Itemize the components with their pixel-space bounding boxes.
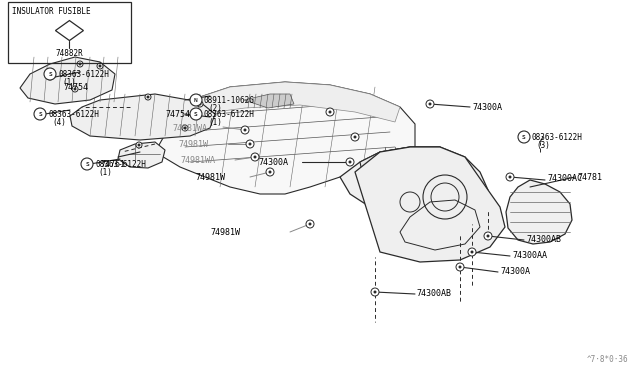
Text: (3): (3) xyxy=(536,141,550,150)
Text: N: N xyxy=(194,97,198,103)
Polygon shape xyxy=(506,180,572,244)
Circle shape xyxy=(509,176,511,179)
Circle shape xyxy=(241,126,249,134)
Circle shape xyxy=(349,160,351,164)
Text: 08363-6122H: 08363-6122H xyxy=(532,132,583,141)
Circle shape xyxy=(74,87,77,90)
Circle shape xyxy=(308,222,312,225)
Text: S: S xyxy=(194,112,198,116)
Circle shape xyxy=(326,108,334,116)
Polygon shape xyxy=(200,82,400,122)
Text: S: S xyxy=(85,161,89,167)
Circle shape xyxy=(429,103,431,106)
Text: 74754: 74754 xyxy=(63,83,88,92)
Text: 74981W: 74981W xyxy=(210,228,240,237)
Text: 08363-6122H: 08363-6122H xyxy=(204,109,255,119)
Text: 08363-6122H: 08363-6122H xyxy=(58,70,109,78)
Circle shape xyxy=(458,266,461,269)
Circle shape xyxy=(266,168,274,176)
Circle shape xyxy=(49,76,51,78)
Circle shape xyxy=(138,144,141,147)
Text: 74981WA: 74981WA xyxy=(172,124,207,132)
Polygon shape xyxy=(244,94,294,108)
Circle shape xyxy=(468,248,476,256)
Polygon shape xyxy=(155,82,415,194)
Circle shape xyxy=(506,173,514,181)
Text: 74882R: 74882R xyxy=(56,49,83,58)
Circle shape xyxy=(81,158,93,170)
Circle shape xyxy=(197,101,203,107)
Polygon shape xyxy=(20,57,115,104)
Circle shape xyxy=(72,86,78,92)
Text: (1): (1) xyxy=(208,118,222,126)
Polygon shape xyxy=(355,147,505,262)
Text: ^7·8*0·36: ^7·8*0·36 xyxy=(586,355,628,364)
Text: 74981WA: 74981WA xyxy=(180,155,215,164)
Text: 74300AB: 74300AB xyxy=(416,289,451,298)
Circle shape xyxy=(136,142,142,148)
Text: 74300AA: 74300AA xyxy=(512,251,547,260)
Text: S: S xyxy=(48,71,52,77)
Text: 74761: 74761 xyxy=(100,160,125,169)
Text: INSULATOR FUSIBLE: INSULATOR FUSIBLE xyxy=(12,7,90,16)
Circle shape xyxy=(182,125,188,131)
Circle shape xyxy=(47,74,53,80)
Circle shape xyxy=(243,128,246,131)
Circle shape xyxy=(147,96,150,99)
Circle shape xyxy=(184,126,186,129)
Circle shape xyxy=(269,170,271,173)
Circle shape xyxy=(190,108,202,120)
Text: 08911-1062G: 08911-1062G xyxy=(204,96,255,105)
Circle shape xyxy=(34,108,46,120)
Circle shape xyxy=(518,131,530,143)
Circle shape xyxy=(145,94,151,100)
Text: 74981W: 74981W xyxy=(178,140,208,148)
Bar xyxy=(8,2,131,63)
Text: 74781: 74781 xyxy=(577,173,602,182)
Text: (1): (1) xyxy=(62,77,76,87)
Circle shape xyxy=(328,110,332,113)
Text: 74300AB: 74300AB xyxy=(526,234,561,244)
Text: 74300AC: 74300AC xyxy=(547,173,582,183)
Circle shape xyxy=(371,288,379,296)
Circle shape xyxy=(306,220,314,228)
Circle shape xyxy=(77,61,83,67)
Polygon shape xyxy=(118,142,165,168)
Text: S: S xyxy=(38,112,42,116)
Text: (4): (4) xyxy=(52,118,66,126)
Text: S: S xyxy=(522,135,526,140)
Circle shape xyxy=(353,135,356,138)
Circle shape xyxy=(351,133,359,141)
Text: 74300A: 74300A xyxy=(472,103,502,112)
Text: 74981W: 74981W xyxy=(195,173,225,182)
Text: 74754+A: 74754+A xyxy=(165,109,200,119)
Circle shape xyxy=(486,234,490,237)
Text: 74300A: 74300A xyxy=(500,267,530,276)
Circle shape xyxy=(99,64,102,67)
Polygon shape xyxy=(70,94,215,140)
Circle shape xyxy=(426,100,434,108)
Text: 74300A: 74300A xyxy=(258,157,288,167)
Circle shape xyxy=(253,155,257,158)
Circle shape xyxy=(470,250,474,253)
Circle shape xyxy=(484,232,492,240)
Text: (2): (2) xyxy=(208,103,222,112)
Text: (1): (1) xyxy=(98,167,112,176)
Circle shape xyxy=(248,142,252,145)
Circle shape xyxy=(456,263,464,271)
Circle shape xyxy=(346,158,354,166)
Circle shape xyxy=(251,153,259,161)
Circle shape xyxy=(246,140,254,148)
Circle shape xyxy=(198,103,202,106)
Circle shape xyxy=(44,68,56,80)
Polygon shape xyxy=(340,147,488,234)
Text: 08363-6122H: 08363-6122H xyxy=(95,160,146,169)
Polygon shape xyxy=(360,147,440,177)
Circle shape xyxy=(97,63,103,69)
Circle shape xyxy=(374,291,376,294)
Circle shape xyxy=(190,94,202,106)
Circle shape xyxy=(79,62,81,65)
Text: 08363-6122H: 08363-6122H xyxy=(48,109,99,119)
